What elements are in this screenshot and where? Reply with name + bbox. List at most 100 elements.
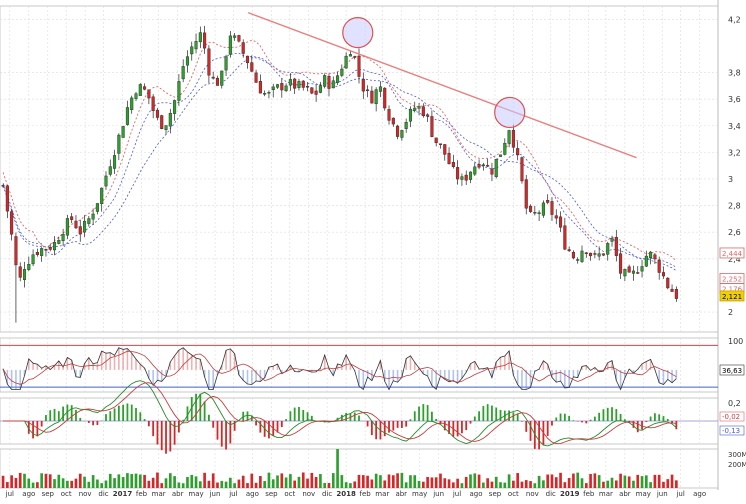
candle-body: [168, 112, 172, 127]
candle-body: [357, 55, 361, 77]
volume-bar: [550, 474, 554, 488]
candle-body: [584, 252, 588, 254]
volume-bar: [160, 483, 164, 488]
volume-bar: [48, 474, 52, 488]
volume-bar: [469, 474, 472, 488]
volume-bar: [593, 473, 597, 488]
volume-bar: [662, 481, 665, 488]
volume-bar: [211, 473, 215, 488]
candle-body: [627, 266, 631, 273]
candle-body: [40, 248, 44, 256]
volume-bar: [516, 473, 520, 488]
y-tick-label: 4,2: [728, 15, 741, 24]
candle-body: [220, 70, 224, 86]
candle-body: [31, 254, 35, 265]
candle-body: [125, 107, 129, 125]
ma-red-upper-line: [2, 39, 677, 262]
candle-body: [481, 164, 485, 166]
candle-body: [301, 80, 305, 88]
volume-bar: [156, 472, 159, 488]
candle-body: [61, 234, 65, 241]
volume-bar: [151, 477, 155, 488]
volume-bar: [319, 474, 322, 488]
volume-ytick: 300M: [728, 451, 746, 459]
volume-bar: [280, 473, 284, 488]
x-tick-label: jun: [656, 490, 668, 498]
x-tick-label: jun: [432, 490, 444, 498]
volume-bar: [259, 476, 262, 488]
volume-bar: [460, 483, 464, 488]
candle-body: [91, 213, 95, 220]
x-tick-label: abr: [172, 490, 184, 498]
x-tick-label: may: [412, 490, 427, 498]
candle-body: [228, 35, 232, 55]
volume-bar: [477, 474, 481, 488]
candle-body: [207, 48, 211, 76]
volume-bar: [657, 474, 661, 488]
candle-body: [520, 157, 524, 182]
candle-body: [57, 240, 61, 244]
candle-body: [610, 238, 614, 242]
volume-bar: [396, 473, 399, 488]
volume-bar: [417, 480, 421, 488]
volume-bar: [584, 483, 588, 488]
volume-bar: [464, 476, 468, 488]
candle-body: [348, 54, 352, 57]
candle-body: [35, 252, 39, 255]
volume-bar: [546, 474, 550, 488]
candle-body: [100, 187, 104, 204]
volume-bar: [623, 475, 627, 488]
candle-body: [155, 109, 159, 118]
x-tick-label: sep: [265, 490, 278, 498]
price-tag-label: 2,121: [722, 293, 742, 301]
ind2-ytick: 0,2: [728, 399, 741, 408]
volume-bar: [246, 483, 249, 488]
volume-bar: [482, 482, 485, 488]
candle-body: [486, 165, 490, 167]
volume-bar: [70, 480, 74, 488]
volume-bar: [276, 475, 279, 488]
candle-body: [554, 215, 558, 219]
candle-body: [340, 68, 344, 76]
candle-body: [597, 253, 601, 257]
candle-body: [271, 86, 275, 91]
ind1-value-tag: 36,63: [722, 367, 742, 375]
volume-bar: [14, 477, 18, 488]
y-tick-label: 3,6: [728, 95, 741, 104]
volume-bar: [374, 473, 378, 488]
candle-body: [27, 263, 31, 270]
candle-body: [408, 108, 412, 122]
volume-bar: [96, 479, 99, 488]
volume-bar: [254, 482, 258, 488]
volume-bar: [666, 479, 670, 488]
volume-bar: [271, 479, 275, 488]
x-tick-label: oct: [61, 490, 72, 498]
volume-bar: [130, 474, 134, 488]
x-tick-label: ago: [693, 490, 706, 498]
candle-body: [297, 81, 301, 88]
x-tick-label: dic: [546, 490, 556, 498]
volume-bar: [220, 480, 224, 488]
volume-bar: [400, 472, 404, 488]
candle-body: [327, 76, 331, 89]
candle-body: [438, 143, 443, 145]
volume-bar: [649, 482, 652, 488]
candle-body: [464, 174, 468, 181]
candle-body: [65, 218, 69, 236]
candle-body: [541, 202, 545, 216]
ind1-ytick: 100: [728, 337, 743, 346]
candle-body: [70, 216, 74, 220]
volume-bar: [143, 474, 146, 488]
volume-bar: [194, 476, 198, 488]
candle-body: [95, 203, 99, 212]
candle-body: [18, 266, 22, 278]
price-tag-label: 2,176: [722, 286, 743, 294]
candle-body: [601, 253, 605, 256]
price-tag-box: [719, 290, 745, 302]
candle-body: [623, 269, 627, 277]
ind2-signal-line: [3, 382, 677, 445]
volume-bar: [168, 473, 172, 488]
candle-body: [284, 85, 288, 92]
volume-bar: [426, 476, 429, 488]
